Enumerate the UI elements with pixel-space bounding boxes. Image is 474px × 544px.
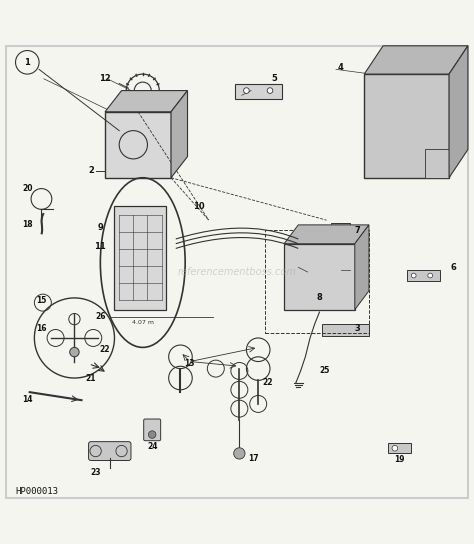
Text: 3: 3: [354, 324, 360, 333]
Circle shape: [392, 446, 398, 451]
Text: 15: 15: [36, 296, 46, 305]
Text: 20: 20: [23, 184, 33, 193]
Polygon shape: [171, 91, 188, 178]
Circle shape: [411, 273, 416, 278]
Circle shape: [267, 88, 273, 94]
Bar: [265, 230, 369, 333]
Text: 4.07 m: 4.07 m: [132, 320, 154, 325]
Text: 11: 11: [94, 242, 106, 251]
FancyBboxPatch shape: [89, 442, 131, 460]
Text: 10: 10: [193, 201, 205, 211]
Polygon shape: [105, 91, 188, 112]
FancyBboxPatch shape: [144, 419, 161, 441]
Text: 13: 13: [185, 360, 195, 368]
Text: 9: 9: [98, 222, 103, 232]
Circle shape: [428, 273, 433, 278]
Text: 12: 12: [99, 75, 111, 83]
Text: 24: 24: [147, 442, 157, 451]
Text: 14: 14: [22, 395, 33, 404]
Circle shape: [244, 88, 249, 94]
Circle shape: [234, 448, 245, 459]
Polygon shape: [284, 225, 369, 244]
Circle shape: [148, 431, 156, 438]
Text: 21: 21: [86, 374, 96, 382]
Text: 18: 18: [22, 220, 33, 230]
Text: 19: 19: [394, 455, 405, 464]
FancyBboxPatch shape: [115, 206, 166, 310]
Circle shape: [70, 348, 79, 357]
FancyBboxPatch shape: [388, 443, 411, 453]
FancyBboxPatch shape: [235, 84, 282, 99]
Text: 16: 16: [36, 324, 47, 333]
Text: HP000013: HP000013: [16, 487, 58, 496]
FancyBboxPatch shape: [426, 150, 449, 178]
FancyBboxPatch shape: [105, 112, 171, 178]
FancyBboxPatch shape: [407, 270, 439, 281]
Text: 23: 23: [91, 468, 101, 477]
Text: 8: 8: [317, 293, 322, 302]
Text: 22: 22: [263, 378, 273, 387]
Polygon shape: [449, 46, 468, 178]
FancyBboxPatch shape: [284, 244, 355, 310]
Text: 6: 6: [451, 263, 457, 272]
Text: 26: 26: [95, 312, 106, 322]
FancyBboxPatch shape: [331, 222, 350, 237]
Text: 5: 5: [272, 75, 278, 83]
Text: 7: 7: [354, 226, 360, 235]
FancyBboxPatch shape: [322, 324, 369, 336]
Text: 22: 22: [100, 345, 110, 354]
Text: 25: 25: [319, 367, 329, 375]
Polygon shape: [355, 225, 369, 310]
Text: referencementboss.com: referencementboss.com: [178, 267, 296, 277]
Text: 4: 4: [338, 63, 344, 71]
Text: 2: 2: [88, 166, 94, 175]
FancyBboxPatch shape: [364, 74, 449, 178]
Polygon shape: [364, 46, 468, 74]
Text: 1: 1: [24, 58, 30, 67]
Text: 17: 17: [248, 454, 259, 462]
